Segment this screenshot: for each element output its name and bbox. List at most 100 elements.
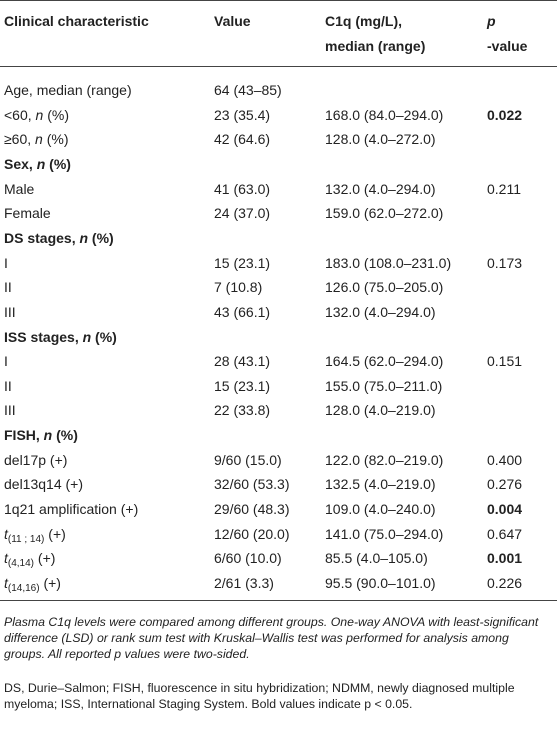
text-segment: t xyxy=(4,525,8,542)
value-cell: 32/60 (53.3) xyxy=(214,476,290,493)
p-cell: 0.004 xyxy=(487,501,523,518)
text-segment: ISS stages, xyxy=(4,328,83,345)
text-segment: n xyxy=(35,131,43,148)
value-cell: 7 (10.8) xyxy=(214,279,263,296)
text-segment: 1q21 amplification (+) xyxy=(4,501,139,518)
c1q-cell: 126.0 (75.0–205.0) xyxy=(325,279,444,296)
c1q-cell: 164.5 (62.0–294.0) xyxy=(325,353,444,370)
header-line: median (range) xyxy=(325,38,426,54)
p-cell: 0.151 xyxy=(487,353,523,370)
row-label: del17p (+) xyxy=(4,452,67,469)
text-segment: <60, xyxy=(4,106,36,123)
footnote: Plasma C1q levels were compared among di… xyxy=(4,615,539,661)
text-segment: p xyxy=(487,13,496,29)
c1q-cell: 141.0 (75.0–294.0) xyxy=(325,525,444,542)
header-line: Clinical characteristic xyxy=(4,13,149,29)
text-segment: Sex, xyxy=(4,155,37,172)
header-line: C1q (mg/L), xyxy=(325,13,402,29)
text-segment: (%) xyxy=(91,328,117,345)
value-cell: 2/61 (3.3) xyxy=(214,575,274,591)
c1q-cell: 85.5 (4.0–105.0) xyxy=(325,550,428,567)
text-segment: (14,16) xyxy=(7,583,40,594)
c1q-cell: 183.0 (108.0–231.0) xyxy=(325,254,452,271)
c1q-cell: 122.0 (82.0–219.0) xyxy=(325,451,444,468)
text-segment: Male xyxy=(4,180,35,197)
p-cell: 0.400 xyxy=(487,451,523,468)
text-segment: (%) xyxy=(88,229,114,246)
header-cell: Value xyxy=(214,9,251,34)
value-cell: 64 (43–85) xyxy=(214,82,282,98)
value-cell: 9/60 (15.0) xyxy=(214,451,282,468)
row-label: 1q21 amplification (+) xyxy=(4,501,138,518)
row-label: Male xyxy=(4,181,34,198)
row-label: II xyxy=(4,279,12,296)
text-segment: (%) xyxy=(43,106,69,123)
section-label: DS stages, n (%) xyxy=(4,230,114,247)
section-label: ISS stages, n (%) xyxy=(4,329,117,346)
text-segment: n xyxy=(82,328,92,345)
row-label: III xyxy=(4,402,16,419)
c1q-cell: 155.0 (75.0–211.0) xyxy=(325,377,443,394)
p-cell: 0.001 xyxy=(487,550,523,567)
p-cell: 0.647 xyxy=(487,525,523,542)
value-cell: 15 (23.1) xyxy=(214,254,271,271)
row-label: I xyxy=(4,353,8,370)
value-cell: 23 (35.4) xyxy=(214,106,271,123)
p-cell: 0.226 xyxy=(487,575,523,591)
c1q-cell: 95.5 (90.0–101.0) xyxy=(325,575,436,591)
header-cell: Clinical characteristic xyxy=(4,9,149,34)
c1q-cell: 168.0 (84.0–294.0) xyxy=(325,106,444,123)
p-cell: 0.211 xyxy=(487,180,521,197)
value-cell: 24 (37.0) xyxy=(214,205,271,222)
row-label: II xyxy=(4,378,12,395)
value-cell: 29/60 (48.3) xyxy=(214,501,290,518)
text-segment: t xyxy=(4,575,8,591)
text-segment: (11 ; 14) xyxy=(7,533,45,545)
c1q-cell: 132.5 (4.0–219.0) xyxy=(325,476,436,493)
text-segment: III xyxy=(4,402,16,419)
text-segment: del17p (+) xyxy=(4,451,68,468)
row-label: ≥60, n (%) xyxy=(4,131,69,148)
value-cell: 22 (33.8) xyxy=(214,402,271,419)
value-cell: 41 (63.0) xyxy=(214,180,271,197)
row-label: t(4,14) (+) xyxy=(4,550,56,569)
row-label: I xyxy=(4,255,8,272)
value-cell: 28 (43.1) xyxy=(214,353,271,370)
value-cell: 42 (64.6) xyxy=(214,131,271,148)
rule xyxy=(0,0,557,1)
c1q-cell: 128.0 (4.0–219.0) xyxy=(325,402,436,419)
c1q-cell: 132.0 (4.0–294.0) xyxy=(325,303,436,320)
header-line: p xyxy=(487,9,527,34)
header-line: Value xyxy=(214,13,251,29)
c1q-cell: 109.0 (4.0–240.0) xyxy=(325,501,436,518)
text-segment: (+) xyxy=(34,550,56,567)
c1q-cell: 132.0 (4.0–294.0) xyxy=(325,180,436,197)
p-cell: 0.022 xyxy=(487,106,523,123)
text-segment: Female xyxy=(4,205,51,222)
value-cell: 15 (23.1) xyxy=(214,377,271,394)
row-label: t(14,16) (+) xyxy=(4,575,61,594)
text-segment: del13q14 (+) xyxy=(4,476,84,493)
text-segment: Age, median (range) xyxy=(4,82,132,98)
text-segment: (+) xyxy=(39,575,61,591)
header-cell: C1q (mg/L), median (range) xyxy=(325,9,425,59)
row-label: del13q14 (+) xyxy=(4,476,83,493)
text-segment: III xyxy=(4,303,16,320)
text-segment: I xyxy=(4,254,8,271)
text-segment: n xyxy=(79,229,89,246)
text-segment: (%) xyxy=(52,427,78,444)
row-label: III xyxy=(4,304,16,321)
text-segment: (%) xyxy=(42,131,69,148)
text-segment: DS stages, xyxy=(4,229,80,246)
value-cell: 43 (66.1) xyxy=(214,303,271,320)
header-line: -value xyxy=(487,38,528,54)
p-cell: 0.276 xyxy=(487,476,523,493)
text-segment: I xyxy=(4,353,8,370)
rule xyxy=(0,66,557,67)
row-label: Female xyxy=(4,205,51,222)
value-cell: 12/60 (20.0) xyxy=(214,525,290,542)
section-label: Sex, n (%) xyxy=(4,156,71,173)
c1q-cell: 128.0 (4.0–272.0) xyxy=(325,131,436,148)
text-segment: ≥60, xyxy=(4,131,36,148)
